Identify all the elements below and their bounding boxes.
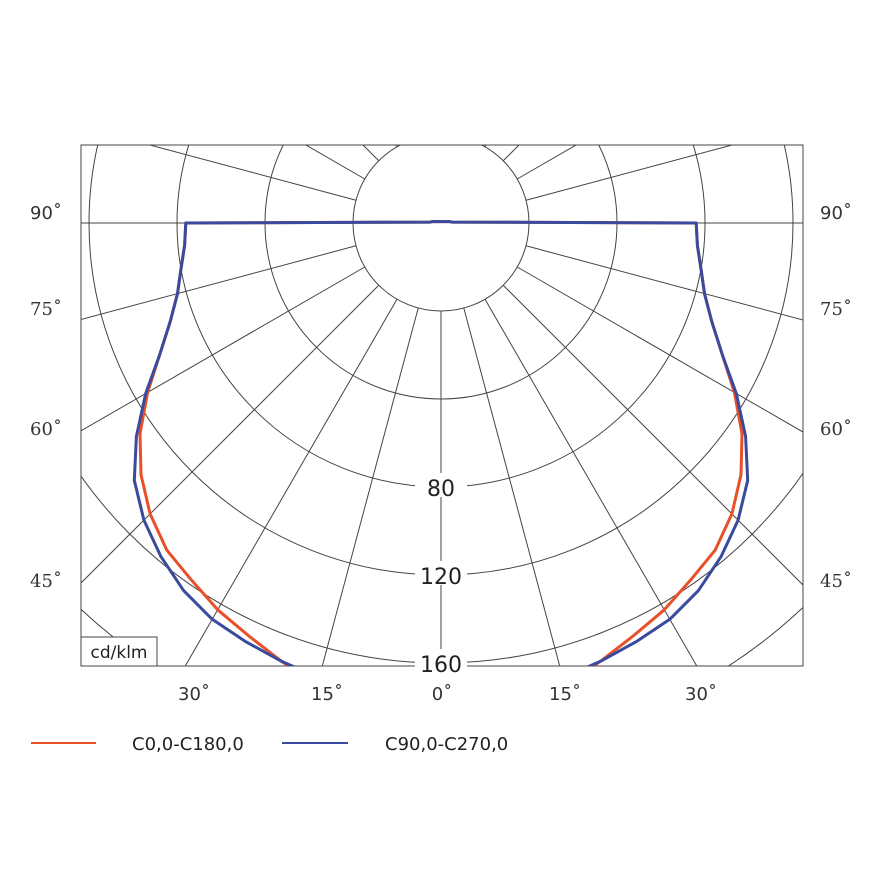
curves [132,220,750,666]
bottom-tick: 30˚ [685,684,717,705]
radial-label: 120 [420,565,462,590]
legend-label-2: C90,0-C270,0 [385,734,508,755]
radial-label: 80 [427,477,455,502]
side-tick-right: 45˚ [820,570,852,592]
bottom-tick: 30˚ [178,684,210,705]
grid-spoke [321,307,419,666]
grid-spoke [270,0,418,138]
grid-spoke [484,145,487,148]
grid-spoke [502,284,803,586]
side-tick-labels: 90˚ 90˚ 75˚ 75˚ 60˚ 60˚ 45˚ 45˚ [30,203,852,592]
radial-labels: 80 120 160 [415,473,467,678]
legend: C0,0-C180,0 C90,0-C270,0 [31,734,508,755]
grid-spoke [502,145,520,162]
grid-spoke [81,284,380,584]
series-curve-2 [132,220,750,666]
bottom-tick-labels: 30˚ 15˚ 0˚ 15˚ 30˚ [178,684,717,705]
grid-spoke [304,145,366,180]
radial-label-bg [415,473,467,497]
bottom-tick: 15˚ [549,684,581,705]
radial-label: 160 [420,653,462,678]
grid-spoke [81,266,366,432]
grid-spoke [464,0,612,138]
unit-box: cd/klm [80,636,158,667]
grid-spoke [463,307,561,666]
side-tick-right: 75˚ [820,298,852,320]
bottom-tick: 0˚ [432,684,452,705]
side-tick-left: 45˚ [30,570,62,592]
radial-label-bg [415,649,467,673]
grid-circle [0,0,876,839]
grid-spoke [395,145,398,148]
grid-spoke [81,245,357,320]
side-tick-left: 90˚ [30,203,62,224]
grid-spoke [516,145,578,180]
grid-spoke [525,245,803,321]
side-tick-right: 90˚ [820,203,852,224]
side-tick-left: 60˚ [30,418,62,440]
grid-spoke [525,145,735,201]
unit-label: cd/klm [91,643,148,663]
grid-spoke [362,145,380,162]
side-tick-left: 75˚ [30,298,62,320]
grid-spoke [147,145,357,201]
grid-spoke [184,298,398,666]
radial-label-bg [415,561,467,585]
grid-spoke [516,266,803,433]
grid-spoke [484,298,698,666]
legend-label-1: C0,0-C180,0 [132,734,244,755]
bottom-tick: 15˚ [311,684,343,705]
side-tick-right: 60˚ [820,418,852,440]
